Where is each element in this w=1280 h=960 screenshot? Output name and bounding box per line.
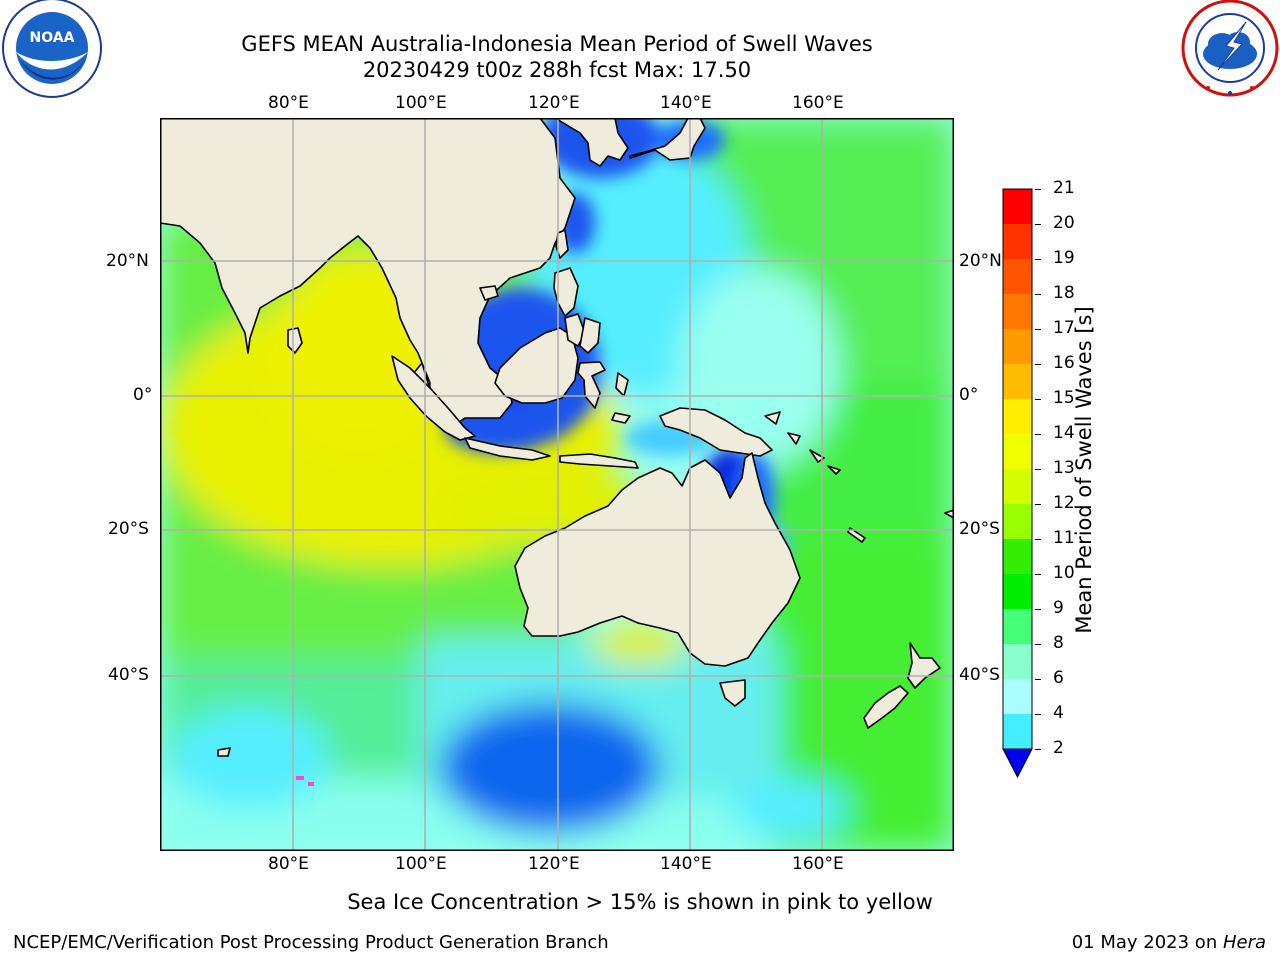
lat-tick-left: 40°S: [108, 665, 149, 685]
chart-title: GEFS MEAN Australia-Indonesia Mean Perio…: [241, 32, 873, 56]
lat-tick-left: 20°N: [106, 251, 149, 271]
sea-ice-patch: [308, 782, 314, 786]
colorbar-tick-label: 19: [1053, 248, 1075, 268]
lon-tick-bottom: 140°E: [660, 854, 712, 874]
colorbar-tick-label: 4: [1053, 703, 1064, 723]
swell-period-map: [160, 118, 954, 851]
lon-tick-top: 160°E: [792, 93, 844, 113]
colorbar-tick-label: 6: [1053, 668, 1064, 688]
colorbar-tick-label: 13: [1053, 458, 1075, 478]
sea-ice-note: Sea Ice Concentration > 15% is shown in …: [347, 890, 933, 914]
colorbar-tick-label: 2: [1053, 738, 1064, 758]
colorbar-swatch: [1003, 644, 1032, 679]
lat-tick-right: 0°: [959, 385, 979, 405]
colorbar-tick-mark: [1035, 189, 1041, 190]
colorbar-swatch: [1003, 609, 1032, 644]
colorbar-extend-arrow: [1002, 748, 1033, 779]
lat-tick-left: 20°S: [108, 519, 149, 539]
chart-subtitle: 20230429 t00z 288h fcst Max: 17.50: [362, 58, 752, 82]
colorbar-swatch: [1003, 434, 1032, 469]
colorbar-tick-label: 12: [1053, 493, 1075, 513]
colorbar-tick-label: 17: [1053, 318, 1075, 338]
credit-text: NCEP/EMC/Verification Post Processing Pr…: [13, 932, 609, 953]
colorbar-label: Mean Period of Swell Waves [s]: [1072, 306, 1096, 634]
map-panel: [160, 118, 954, 851]
colorbar-tick-mark: [1035, 399, 1041, 400]
colorbar-tick-mark: [1035, 434, 1041, 435]
colorbar-tick-mark: [1035, 644, 1041, 645]
colorbar-swatch: [1003, 224, 1032, 259]
lon-tick-top: 100°E: [395, 93, 447, 113]
colorbar-swatch: [1003, 469, 1032, 504]
colorbar-tick-label: 15: [1053, 388, 1075, 408]
colorbar-tick-mark: [1035, 679, 1041, 680]
colorbar-swatch: [1003, 329, 1032, 364]
nws-logo: [1178, 0, 1280, 100]
colorbar-tick-mark: [1035, 504, 1041, 505]
colorbar-tick-mark: [1035, 749, 1041, 750]
colorbar-tick-mark: [1035, 469, 1041, 470]
lat-tick-right: 40°S: [959, 665, 1000, 685]
colorbar-tick-label: 18: [1053, 283, 1075, 303]
colorbar-tick-mark: [1035, 329, 1041, 330]
colorbar-tick-label: 14: [1053, 423, 1075, 443]
colorbar-swatch: [1003, 539, 1032, 574]
lat-tick-right: 20°N: [959, 251, 1002, 271]
lat-tick-right: 20°S: [959, 519, 1000, 539]
colorbar-tick-label: 21: [1053, 178, 1075, 198]
colorbar-swatch: [1003, 504, 1032, 539]
graticule: [160, 118, 954, 851]
colorbar-swatch: [1003, 574, 1032, 609]
colorbar-tick-label: 9: [1053, 598, 1064, 618]
noaa-logo-text: NOAA: [30, 30, 75, 46]
lon-tick-bottom: 120°E: [528, 854, 580, 874]
map-frame: [160, 118, 954, 851]
noaa-logo: NOAA: [0, 0, 104, 104]
colorbar-tick-mark: [1035, 259, 1041, 260]
colorbar-tick-label: 8: [1053, 633, 1064, 653]
colorbar-swatch: [1003, 189, 1032, 224]
colorbar-swatch: [1003, 259, 1032, 294]
colorbar-tick-mark: [1035, 364, 1041, 365]
colorbar-swatch: [1003, 714, 1032, 749]
colorbar-tick-mark: [1035, 574, 1041, 575]
colorbar-tick-mark: [1035, 609, 1041, 610]
lon-tick-top: 80°E: [268, 93, 309, 113]
date-value: 01 May 2023 on: [1071, 932, 1223, 953]
colorbar-frame: [1002, 188, 1033, 750]
colorbar-swatch: [1003, 679, 1032, 714]
sea-ice-patch: [296, 776, 304, 780]
colorbar-swatch: [1003, 399, 1032, 434]
colorbar-tick-label: 10: [1053, 563, 1075, 583]
colorbar-tick-mark: [1035, 224, 1041, 225]
colorbar-tick-mark: [1035, 539, 1041, 540]
lon-tick-top: 140°E: [660, 93, 712, 113]
lat-tick-left: 0°: [133, 385, 153, 405]
lon-tick-top: 120°E: [528, 93, 580, 113]
colorbar-tick-label: 11: [1053, 528, 1075, 548]
colorbar: [1000, 186, 1040, 786]
colorbar-swatch: [1003, 294, 1032, 329]
colorbar-tick-label: 16: [1053, 353, 1075, 373]
lon-tick-bottom: 80°E: [268, 854, 309, 874]
colorbar-tick-mark: [1035, 294, 1041, 295]
colorbar-tick-mark: [1035, 714, 1041, 715]
lon-tick-bottom: 160°E: [792, 854, 844, 874]
colorbar-tick-label: 20: [1053, 213, 1075, 233]
colorbar-swatch: [1003, 364, 1032, 399]
date-text: 01 May 2023 on Hera: [1072, 932, 1266, 953]
host-name: Hera: [1222, 932, 1266, 953]
colorbar-swatches: [1002, 188, 1033, 779]
lon-tick-bottom: 100°E: [395, 854, 447, 874]
